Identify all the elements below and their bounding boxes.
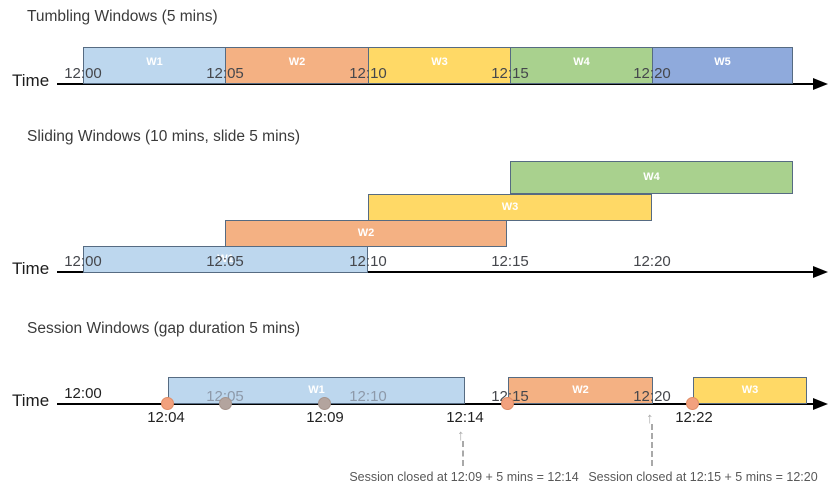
session-close-annotation: Session closed at 12:15 + 5 mins = 12:20 [588,470,818,484]
tumbling-time-axis-label: Time [12,71,50,90]
tumbling-time-axis-line [57,83,814,85]
tick-label: 12:05 [193,388,257,405]
window-label: W3 [741,384,759,396]
tick-label: 12:00 [64,385,102,402]
session-window-bar-w3: W3 [693,377,807,404]
tick-label: 12:00 [64,253,102,270]
dashed-up-arrow-icon: ↑ [457,427,465,444]
sliding-window-bar-w3: W3 [368,194,652,221]
tumbling-window-bar-w2: W2 [225,47,369,84]
tick-label: 12:15 [491,253,529,270]
event-dot [219,397,232,410]
event-dot [686,397,699,410]
tick-label: 12:20 [633,253,671,270]
tick-label: 12:15 [478,388,542,405]
session-close-annotation: Session closed at 12:09 + 5 mins = 12:14 [349,470,579,484]
event-dot [501,397,514,410]
window-label: W2 [572,384,589,396]
window-label: W3 [501,201,519,213]
tick-label: 12:15 [491,65,529,82]
event-dot [318,397,331,410]
sliding-section-title: Sliding Windows (10 mins, slide 5 mins) [27,128,301,145]
dashed-annotation-line [651,424,653,466]
sliding-time-axis-line [57,271,814,273]
tumbling-window-bar-w1: W1 [83,47,226,84]
tick-label: 12:00 [64,65,102,82]
window-label: W1 [217,253,234,265]
session-axis-arrow-icon [813,398,828,410]
window-label: W1 [308,384,325,396]
event-dot [161,397,174,410]
tumbling-axis-arrow-icon [813,78,828,90]
tick-label: 12:10 [349,388,387,405]
window-label: W4 [643,171,660,183]
tumbling-window-bar-w5: W5 [652,47,793,84]
window-label: W5 [714,56,731,68]
session-window-bar-w2: W2 [508,377,653,404]
tumbling-window-bar-w3: W3 [368,47,511,84]
tumbling-section-title: Tumbling Windows (5 mins) [27,8,218,25]
tick-label: 12:20 [633,65,671,82]
tick-label: 12:05 [206,253,244,270]
session-time-axis-label: Time [12,391,50,410]
tick-label: 12:20 [633,388,671,405]
window-label: W1 [146,56,163,68]
window-label: W4 [573,56,590,68]
tick-label: 12:10 [349,253,387,270]
sliding-window-bar-w2: W2 [225,220,507,247]
tick-label: 12:10 [349,65,387,82]
tumbling-window-bar-w4: W4 [510,47,653,84]
window-label: W2 [357,227,375,239]
session-time-axis-line [57,403,814,405]
dashed-up-arrow-icon: ↑ [646,410,654,427]
tick-label: 12:05 [206,65,244,82]
window-label: W2 [288,56,306,68]
event-time-label: 12:09 [306,409,344,426]
session-section-title: Session Windows (gap duration 5 mins) [27,320,301,337]
sliding-axis-arrow-icon [813,266,828,278]
sliding-time-axis-label: Time [12,259,50,278]
sliding-window-bar-w4: W4 [510,161,793,194]
event-time-label: 12:14 [446,409,484,426]
event-time-label: 12:22 [675,409,713,426]
dashed-annotation-line [462,441,464,466]
window-label: W3 [431,56,448,68]
event-time-label: 12:04 [147,409,185,426]
session-window-bar-w1: W1 [168,377,465,404]
